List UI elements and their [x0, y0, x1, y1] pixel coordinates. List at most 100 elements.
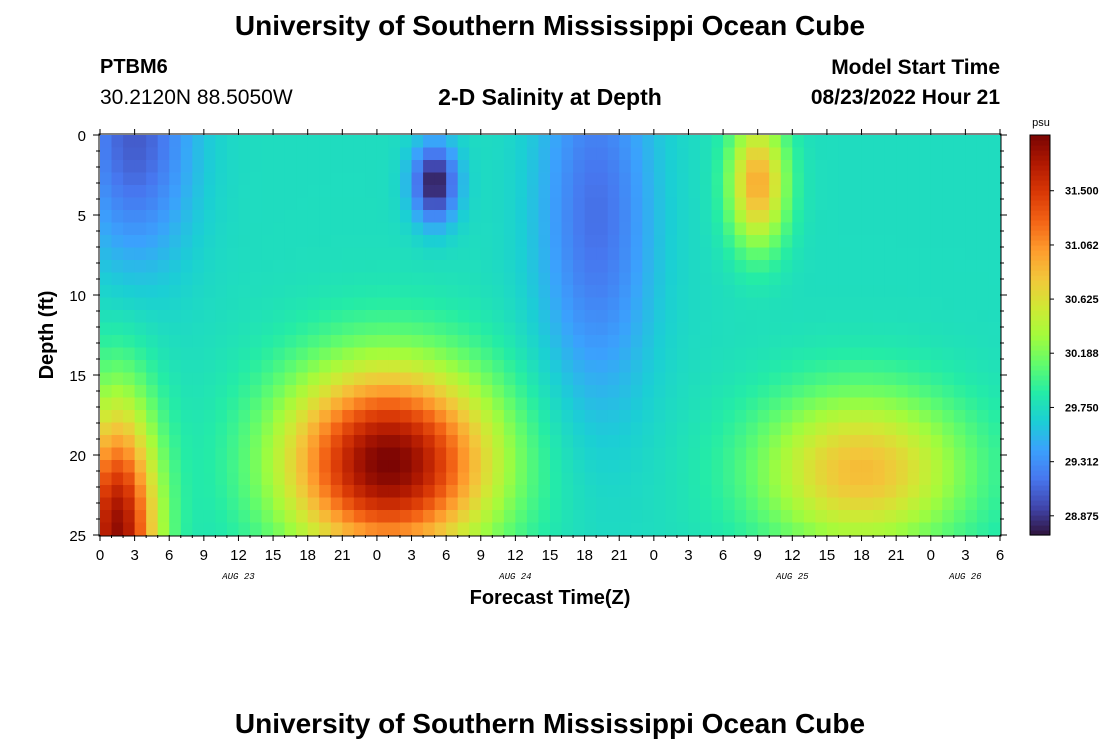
heatmap-cell: [365, 385, 378, 399]
heatmap-cell: [815, 222, 828, 236]
heatmap-cell: [261, 472, 274, 486]
heatmap-cell: [423, 347, 436, 361]
heatmap-cell: [365, 360, 378, 374]
heatmap-cell: [215, 160, 228, 174]
heatmap-cell: [250, 410, 263, 424]
heatmap-cell: [630, 510, 643, 524]
heatmap-cell: [261, 272, 274, 286]
heatmap-cell: [319, 185, 332, 199]
heatmap-cell: [434, 160, 447, 174]
heatmap-cell: [273, 185, 286, 199]
heatmap-cell: [976, 335, 990, 349]
heatmap-cell: [480, 310, 493, 324]
heatmap-cell: [780, 172, 793, 186]
heatmap-cell: [111, 385, 124, 399]
heatmap-cell: [573, 247, 586, 261]
heatmap-cell: [653, 410, 666, 424]
heatmap-cell: [480, 322, 493, 336]
heatmap-cell: [596, 347, 609, 361]
heatmap-cell: [365, 147, 378, 161]
heatmap-cell: [826, 172, 840, 186]
heatmap-cell: [146, 235, 159, 249]
heatmap-cell: [619, 147, 632, 161]
heatmap-cell: [769, 322, 782, 336]
heatmap-cell: [988, 185, 1001, 199]
main-title: University of Southern Mississippi Ocean…: [234, 10, 866, 41]
heatmap-cell: [550, 410, 563, 424]
heatmap-cell: [123, 322, 136, 336]
heatmap-cell: [400, 310, 413, 324]
heatmap-cell: [457, 410, 470, 424]
heatmap-cell: [965, 485, 978, 499]
heatmap-cell: [988, 485, 1001, 499]
heatmap-cell: [492, 322, 505, 336]
heatmap-cell: [734, 235, 747, 249]
heatmap-cell: [434, 222, 447, 236]
heatmap-cell: [930, 285, 943, 299]
heatmap-cell: [400, 135, 413, 149]
heatmap-cell: [192, 335, 205, 349]
heatmap-cell: [353, 435, 366, 449]
heatmap-cell: [653, 297, 666, 311]
heatmap-cell: [653, 222, 666, 236]
heatmap-cell: [907, 297, 920, 311]
heatmap-cell: [919, 147, 932, 161]
heatmap-cell: [584, 522, 597, 536]
heatmap-cell: [930, 210, 943, 224]
heatmap-cell: [353, 360, 366, 374]
heatmap-cell: [780, 260, 793, 274]
heatmap-cell: [988, 360, 1001, 374]
heatmap-cell: [896, 272, 909, 286]
heatmap-cell: [780, 160, 793, 174]
heatmap-cell: [607, 497, 620, 511]
heatmap-cell: [538, 435, 551, 449]
heatmap-cell: [492, 410, 505, 424]
heatmap-cell: [976, 210, 990, 224]
heatmap-cell: [296, 322, 309, 336]
heatmap-cell: [388, 322, 401, 336]
heatmap-cell: [861, 410, 874, 424]
heatmap-cell: [134, 172, 147, 186]
heatmap-cell: [538, 397, 551, 411]
heatmap-cell: [653, 347, 666, 361]
heatmap-cell: [146, 335, 159, 349]
heatmap-cell: [815, 247, 828, 261]
heatmap-cell: [780, 135, 793, 149]
heatmap-cell: [469, 360, 482, 374]
heatmap-cell: [896, 310, 909, 324]
heatmap-cell: [353, 197, 366, 211]
heatmap-cell: [561, 360, 574, 374]
heatmap-cell: [792, 410, 805, 424]
heatmap-cell: [342, 522, 355, 536]
heatmap-cell: [873, 447, 886, 461]
heatmap-cell: [284, 497, 297, 511]
heatmap-cell: [953, 197, 966, 211]
heatmap-cell: [861, 160, 874, 174]
heatmap-cell: [250, 335, 263, 349]
heatmap-cell: [688, 485, 701, 499]
heatmap-cell: [734, 447, 747, 461]
colorbar-segment: [1030, 305, 1050, 311]
heatmap-cell: [953, 285, 966, 299]
heatmap-cell: [388, 385, 401, 399]
x-tick-label: 12: [507, 547, 524, 564]
heatmap-cell: [596, 422, 609, 436]
heatmap-cell: [630, 447, 643, 461]
heatmap-cell: [388, 272, 401, 286]
heatmap-cell: [780, 185, 793, 199]
heatmap-cell: [930, 197, 943, 211]
heatmap-cell: [284, 197, 297, 211]
heatmap-cell: [653, 397, 666, 411]
heatmap-cell: [526, 422, 540, 436]
heatmap-cell: [376, 210, 390, 224]
heatmap-cell: [965, 197, 978, 211]
heatmap-cell: [873, 210, 886, 224]
heatmap-cell: [515, 260, 528, 274]
heatmap-cell: [526, 210, 540, 224]
heatmap-cell: [273, 347, 286, 361]
heatmap-cell: [492, 460, 505, 474]
heatmap-cell: [746, 472, 759, 486]
heatmap-cell: [123, 285, 136, 299]
heatmap-cell: [780, 347, 793, 361]
heatmap-cell: [319, 385, 332, 399]
